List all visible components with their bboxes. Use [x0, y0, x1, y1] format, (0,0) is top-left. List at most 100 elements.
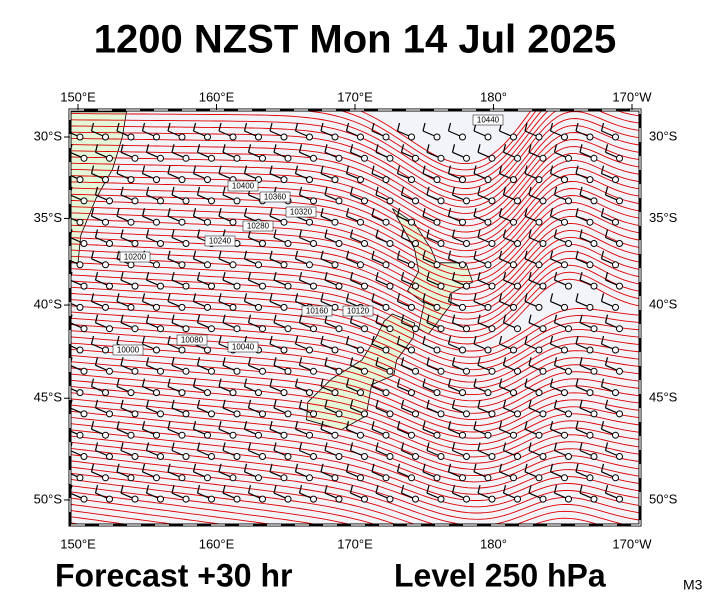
station: [157, 453, 164, 460]
barb-flag: [575, 208, 579, 217]
station: [153, 218, 160, 226]
barb-flag: [477, 357, 481, 366]
barb-flag: [90, 293, 95, 302]
barb-flag: [294, 335, 299, 345]
station: [361, 410, 368, 418]
barb-flag: [120, 442, 124, 451]
barb-flag: [549, 335, 554, 345]
station: [408, 474, 415, 482]
station: [382, 303, 390, 311]
barb-flag: [451, 399, 456, 409]
station: [484, 133, 492, 141]
station: [335, 495, 343, 503]
barb-flag: [426, 484, 430, 494]
contour-label: 10440: [477, 116, 500, 125]
barb-flag: [579, 229, 583, 238]
station: [76, 474, 84, 482]
station: [331, 389, 339, 397]
station: [484, 218, 492, 226]
station: [459, 261, 466, 269]
barb-flag: [422, 421, 426, 430]
station: [510, 431, 517, 439]
station: [131, 197, 139, 205]
barb-flag: [345, 335, 350, 345]
station: [80, 325, 88, 333]
station: [357, 176, 364, 184]
station: [488, 197, 496, 205]
barb-flag: [375, 229, 379, 238]
station: [510, 261, 517, 269]
barb-flag: [575, 165, 579, 174]
station: [382, 431, 390, 439]
station: [488, 367, 496, 375]
barb-flag: [171, 314, 175, 323]
contour-label: 10200: [124, 253, 147, 262]
station: [459, 176, 466, 184]
station: [208, 154, 215, 162]
station: [157, 282, 164, 290]
barb-flag: [66, 123, 68, 131]
barb-flag: [600, 165, 605, 174]
barb-flag: [447, 122, 452, 132]
barb-flag: [320, 165, 324, 174]
station: [433, 303, 441, 311]
station: [565, 197, 572, 205]
barb-flag: [167, 165, 171, 174]
barb-flag: [141, 378, 146, 387]
barb-flag: [422, 122, 426, 132]
station: [408, 218, 415, 226]
station: [386, 154, 394, 162]
station: [590, 367, 598, 375]
contour-line: [70, 460, 630, 525]
barb-flag: [218, 293, 222, 302]
station: [412, 410, 419, 418]
station: [590, 495, 598, 503]
barb-flag: [320, 463, 324, 472]
station: [233, 495, 241, 503]
contour-line: [70, 435, 640, 508]
station: [331, 474, 339, 482]
station: [616, 367, 623, 375]
barb-flag: [345, 421, 350, 430]
station: [76, 133, 84, 141]
station: [565, 325, 572, 333]
station: [510, 474, 517, 482]
station: [459, 474, 466, 482]
barb-flag: [451, 442, 456, 451]
station: [488, 240, 496, 247]
station: [463, 410, 470, 418]
station: [590, 453, 598, 460]
station: [382, 346, 390, 354]
station: [616, 410, 623, 418]
station: [382, 261, 390, 269]
station: [178, 389, 186, 397]
barb-flag: [600, 378, 605, 387]
barb-flag: [243, 208, 248, 217]
barb-flag: [575, 378, 579, 387]
barb-flag: [524, 335, 528, 345]
lon-tick-label: 150°E: [60, 89, 96, 104]
contour-line: [70, 110, 640, 183]
barb-flag: [349, 357, 354, 366]
barb-flag: [524, 293, 528, 302]
barb-flag: [145, 186, 150, 196]
station: [280, 346, 288, 354]
barb-flag: [371, 378, 375, 387]
station: [310, 325, 317, 333]
station: [280, 431, 288, 439]
barb-flag: [447, 335, 452, 345]
station: [306, 346, 313, 354]
station: [459, 431, 466, 439]
station: [408, 303, 415, 311]
barb-flag: [324, 229, 328, 238]
station: [488, 154, 496, 162]
barb-flag: [575, 421, 579, 430]
barb-flag: [273, 399, 277, 409]
station: [331, 431, 339, 439]
station: [463, 495, 470, 503]
station: [586, 133, 594, 141]
station: [335, 367, 343, 375]
station: [280, 218, 288, 226]
station: [102, 389, 109, 397]
barb-flag: [298, 357, 303, 366]
